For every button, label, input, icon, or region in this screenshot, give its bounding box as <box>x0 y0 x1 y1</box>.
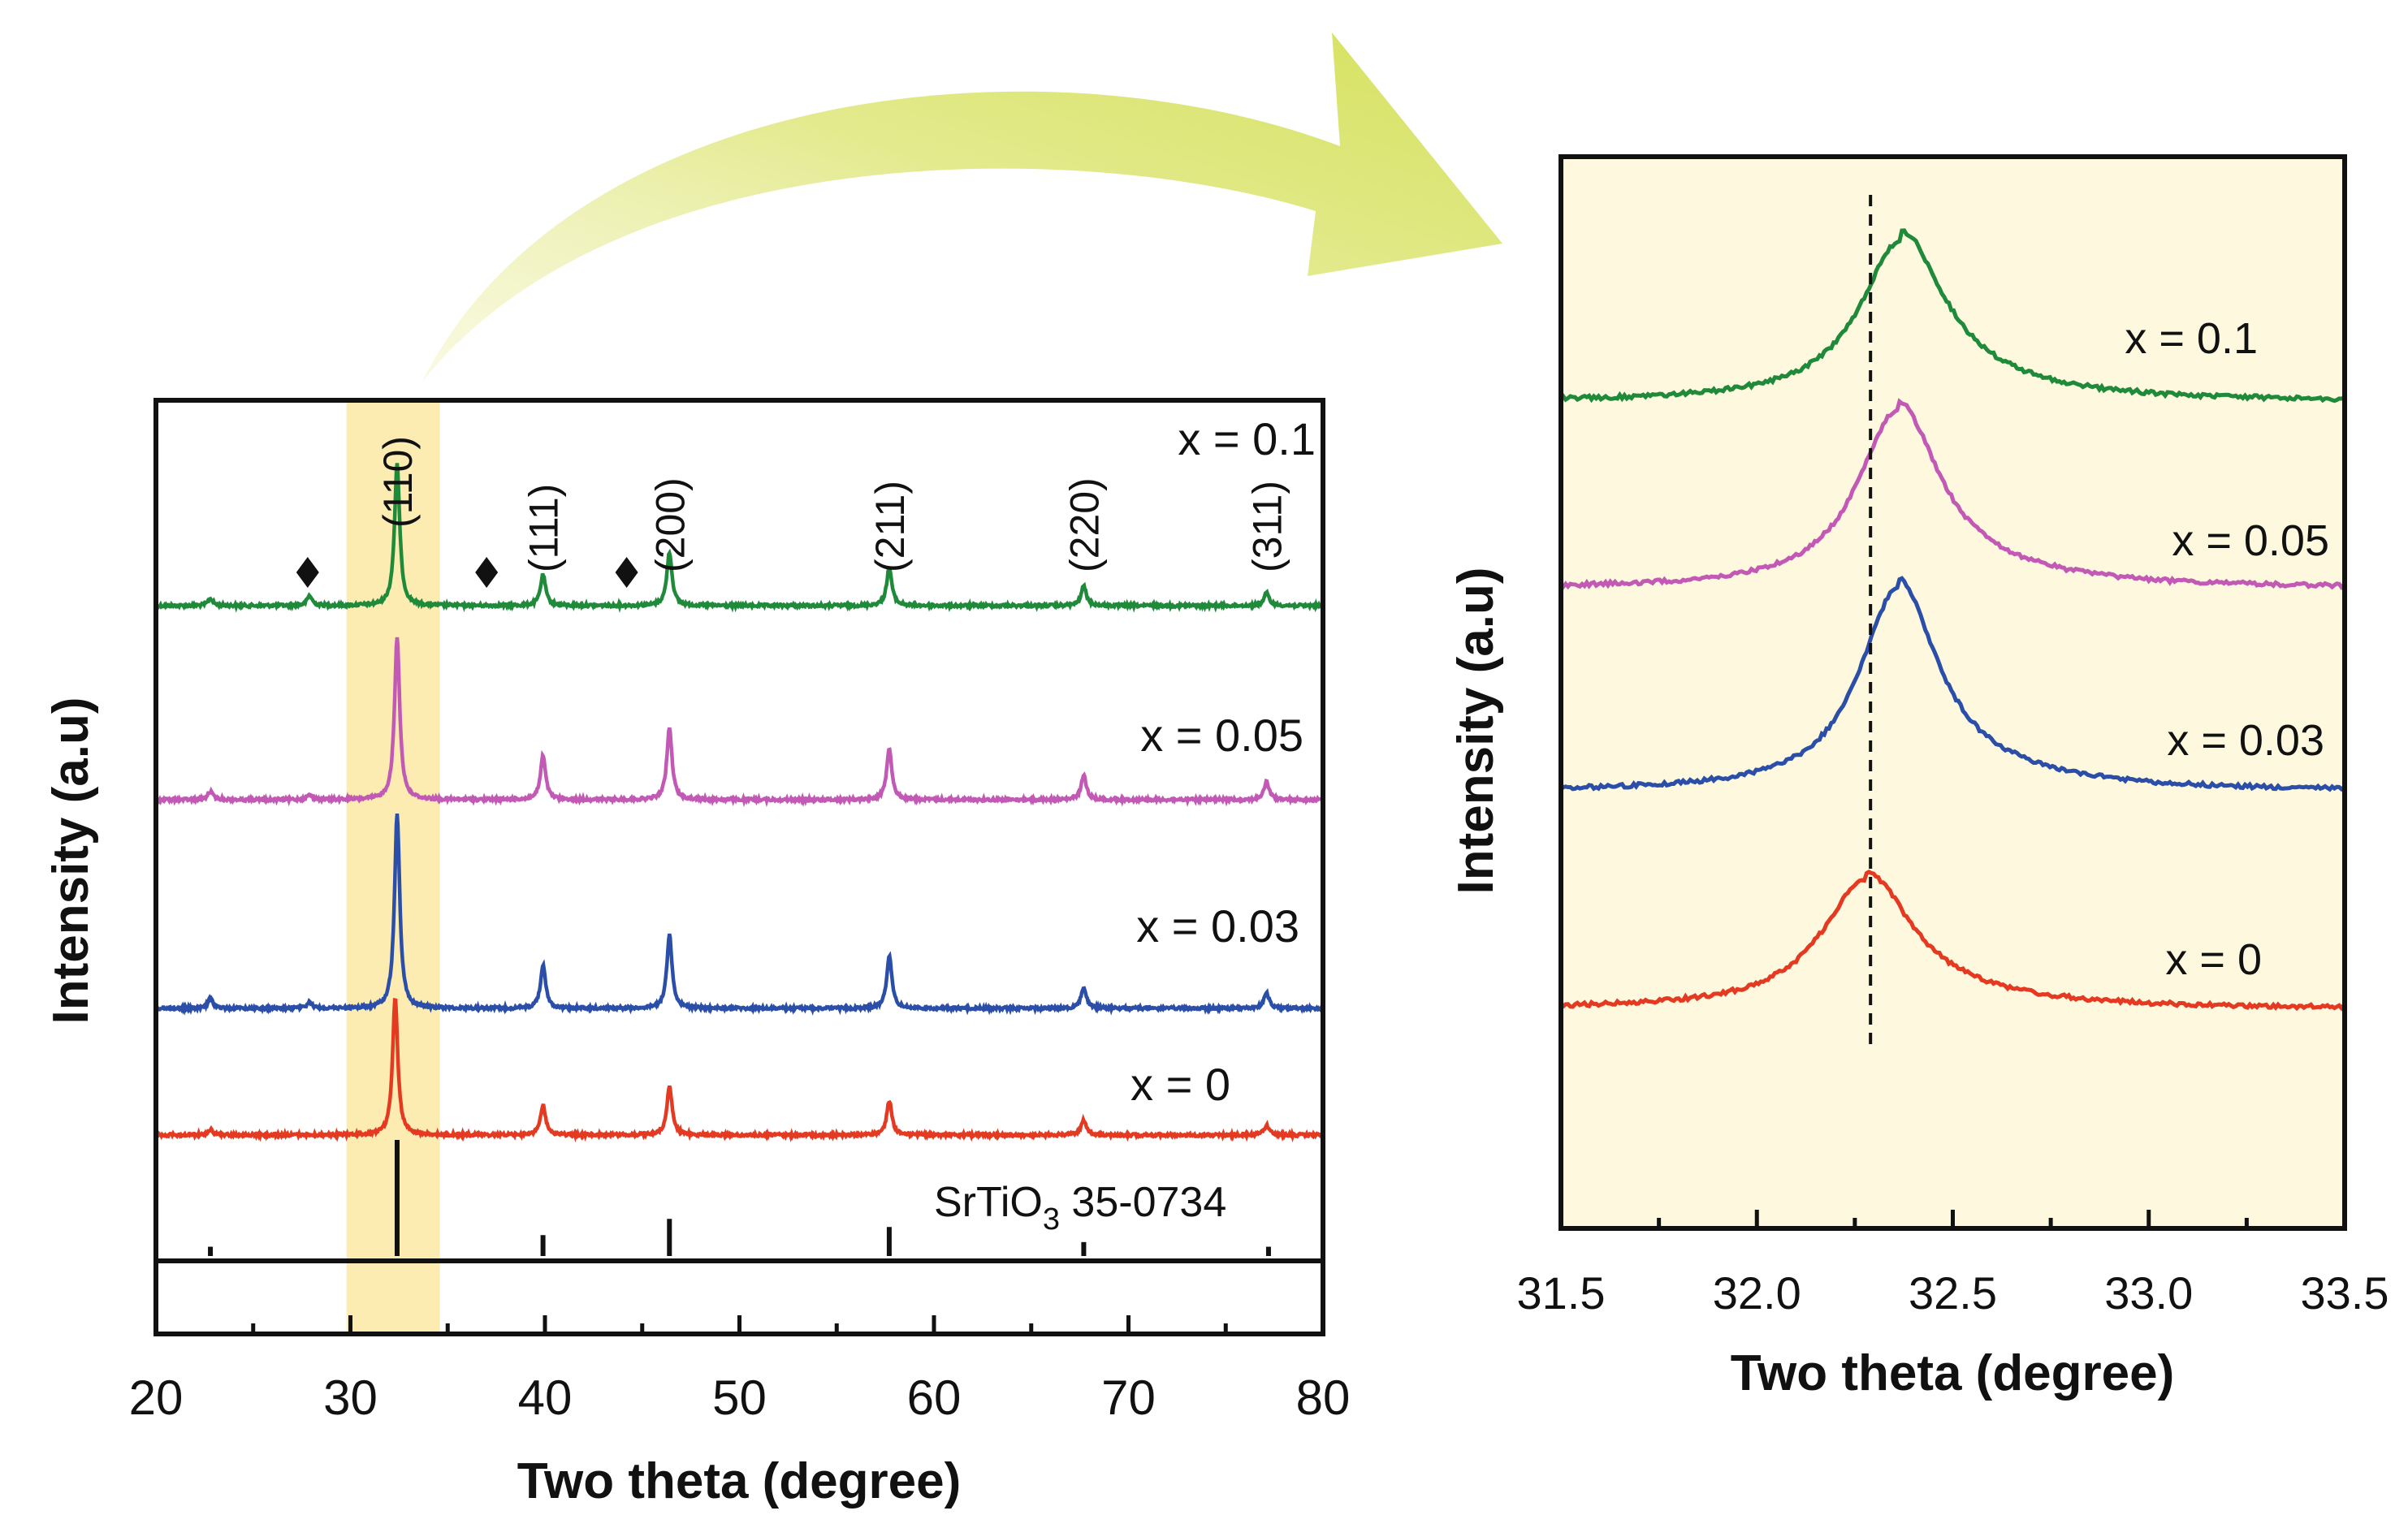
left-x-tick-label: 40 <box>518 1370 573 1425</box>
right-series-label-1: x = 0.05 <box>2172 516 2329 565</box>
left-x-axis-title: Two theta (degree) <box>517 1453 962 1509</box>
hkl-label-2: (200) <box>647 477 693 572</box>
hkl-label-4: (220) <box>1061 477 1107 572</box>
right-x-tick-label: 33.5 <box>2301 1267 2389 1319</box>
left-x-tick-label: 30 <box>323 1370 378 1425</box>
hkl-label-3: (211) <box>867 481 913 572</box>
left-x-tick-label: 20 <box>129 1370 184 1425</box>
left-x-tick-label: 70 <box>1101 1370 1156 1425</box>
left-series-line-3 <box>154 997 1325 1143</box>
right-x-tick-label: 32.5 <box>1909 1267 1997 1319</box>
hkl-label-1: (111) <box>521 484 567 572</box>
right-series-label-0: x = 0.1 <box>2125 314 2258 363</box>
impurity-diamond-marker-1 <box>475 557 499 588</box>
right-x-tick-label: 31.5 <box>1517 1267 1606 1319</box>
right-series-line-3 <box>1559 869 2345 1012</box>
left-xrd-chart: (110) (111) (200) (211) (220) (311) 20 30 40 50 6… <box>43 398 1351 1509</box>
left-series-label-3: x = 0 <box>1131 1059 1230 1110</box>
right-x-tick-label: 33.0 <box>2104 1267 2193 1319</box>
hkl-label-5: (311) <box>1245 481 1290 572</box>
right-zoom-chart: 31.5 32.0 32.5 33.0 33.5 x = 0.1 x = 0.05 x … <box>1448 154 2389 1401</box>
right-y-axis-title: Intensity (a.u) <box>1448 567 1504 894</box>
left-series-label-0: x = 0.1 <box>1178 413 1316 464</box>
left-series-line-1 <box>153 637 1323 808</box>
hkl-label-0: (110) <box>375 436 421 528</box>
impurity-diamond-marker-0 <box>296 557 319 588</box>
left-x-tick-label: 60 <box>907 1370 962 1425</box>
reference-label: SrTiO3 35-0734 <box>934 1179 1226 1237</box>
impurity-diamond-marker-2 <box>615 557 638 588</box>
right-series-line-1 <box>1559 398 2345 591</box>
right-series-line-0 <box>1558 228 2345 404</box>
right-x-axis-title: Two theta (degree) <box>1731 1345 2175 1401</box>
right-series-label-3: x = 0 <box>2165 935 2262 984</box>
left-series-label-1: x = 0.05 <box>1140 710 1303 761</box>
left-series-label-2: x = 0.03 <box>1136 900 1299 952</box>
right-x-tick-label: 32.0 <box>1713 1267 1801 1319</box>
zoom-arrow <box>422 32 1502 382</box>
left-y-axis-title: Intensity (a.u) <box>43 697 99 1024</box>
right-series-label-2: x = 0.03 <box>2167 716 2324 765</box>
left-x-tick-label: 50 <box>712 1370 767 1425</box>
left-x-tick-label: 80 <box>1296 1370 1351 1425</box>
right-series-line-2 <box>1559 576 2345 792</box>
left-series-line-2 <box>154 813 1324 1016</box>
left-series-line-0 <box>154 463 1323 613</box>
